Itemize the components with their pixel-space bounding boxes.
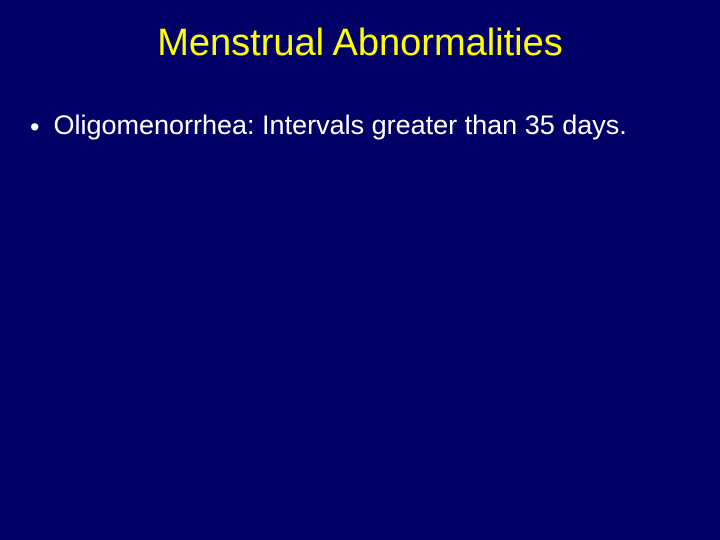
bullet-item: • Oligomenorrhea: Intervals greater than… [30, 107, 680, 145]
bullet-marker-icon: • [30, 109, 39, 145]
slide-title: Menstrual Abnormalities [0, 22, 720, 65]
bullet-text: Oligomenorrhea: Intervals greater than 3… [53, 107, 680, 143]
slide-content: • Oligomenorrhea: Intervals greater than… [0, 107, 720, 145]
slide-container: Menstrual Abnormalities • Oligomenorrhea… [0, 0, 720, 540]
